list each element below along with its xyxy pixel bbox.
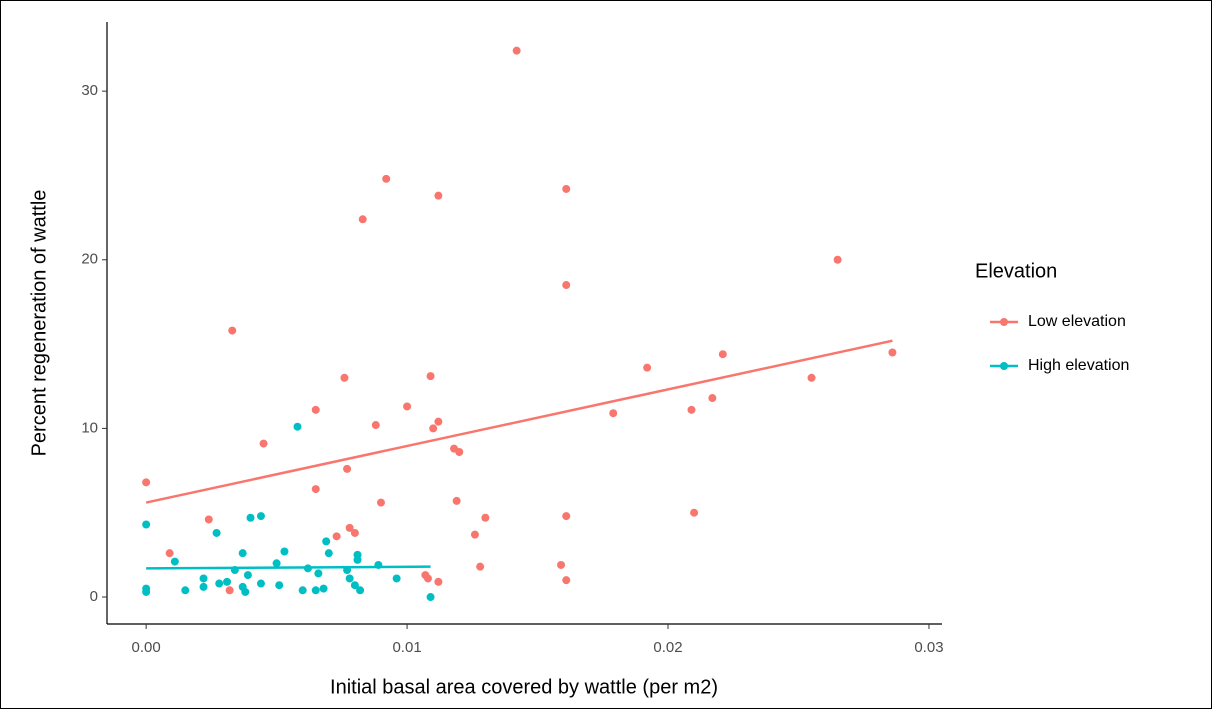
point: [324, 549, 333, 558]
point: [293, 422, 302, 431]
legend-dot: [1000, 318, 1008, 326]
point: [275, 581, 284, 590]
point: [319, 584, 328, 593]
point: [476, 562, 485, 571]
point: [455, 448, 464, 456]
point: [426, 593, 435, 602]
point: [241, 587, 250, 596]
point: [562, 281, 571, 290]
point: [340, 373, 349, 382]
point: [426, 372, 435, 381]
point: [687, 405, 696, 414]
point: [434, 191, 443, 200]
point: [345, 523, 354, 532]
point: [481, 513, 490, 522]
y-tick-label: 30: [81, 82, 98, 99]
point: [609, 409, 618, 418]
point: [562, 576, 571, 585]
point: [429, 424, 438, 433]
point: [376, 498, 385, 507]
point: [298, 586, 307, 595]
point: [690, 508, 699, 517]
point: [807, 373, 816, 382]
point: [434, 417, 443, 426]
point: [392, 574, 401, 583]
trend-line: [146, 565, 431, 570]
point: [142, 520, 151, 529]
point: [272, 559, 281, 568]
point: [833, 255, 842, 264]
point: [238, 549, 247, 558]
point: [350, 581, 359, 590]
x-tick-label: 0.00: [132, 639, 161, 656]
point: [280, 547, 289, 556]
point: [562, 512, 571, 521]
point: [708, 394, 717, 403]
point: [311, 405, 320, 414]
point: [204, 515, 213, 524]
point: [246, 513, 255, 522]
point: [223, 577, 232, 586]
y-tick-label: 0: [90, 588, 98, 605]
point: [212, 528, 221, 537]
point: [215, 579, 224, 588]
point: [311, 485, 320, 494]
legend-label: High elevation: [1028, 357, 1129, 374]
point: [256, 579, 265, 588]
point: [181, 586, 190, 595]
y-axis-title: Percent regeneration of wattle: [28, 190, 50, 457]
legend-title: Elevation: [975, 260, 1057, 282]
point: [382, 174, 391, 183]
point: [225, 586, 234, 595]
point: [256, 512, 265, 521]
trend-line: [145, 339, 893, 504]
x-tick-label: 0.02: [653, 639, 682, 656]
point: [643, 363, 652, 372]
point: [142, 478, 151, 487]
point: [358, 215, 367, 224]
point: [353, 555, 362, 564]
point: [165, 549, 174, 558]
point: [452, 496, 461, 505]
point: [343, 464, 352, 473]
point: [314, 569, 323, 578]
point: [557, 560, 566, 569]
point: [228, 326, 237, 335]
legend-label: Low elevation: [1028, 313, 1126, 330]
point: [470, 530, 479, 539]
point: [199, 574, 208, 583]
point: [512, 46, 521, 55]
point: [345, 574, 354, 583]
point: [322, 537, 331, 546]
point: [423, 574, 432, 583]
point: [356, 586, 365, 595]
y-tick-label: 10: [81, 419, 98, 436]
point: [332, 532, 341, 541]
x-tick-label: 0.03: [914, 639, 943, 656]
y-tick-label: 20: [81, 251, 98, 268]
x-tick-label: 0.01: [392, 639, 421, 656]
point: [170, 557, 179, 566]
point: [434, 577, 443, 586]
point: [562, 184, 571, 193]
point: [350, 528, 359, 537]
legend-dot: [1000, 362, 1008, 370]
point: [259, 439, 268, 448]
point: [371, 421, 380, 430]
point: [403, 402, 412, 411]
point: [243, 571, 252, 580]
x-axis-title: Initial basal area covered by wattle (pe…: [330, 676, 718, 698]
point: [888, 348, 897, 357]
point: [142, 587, 151, 596]
point: [311, 586, 320, 595]
point: [718, 350, 727, 359]
point: [199, 582, 208, 591]
